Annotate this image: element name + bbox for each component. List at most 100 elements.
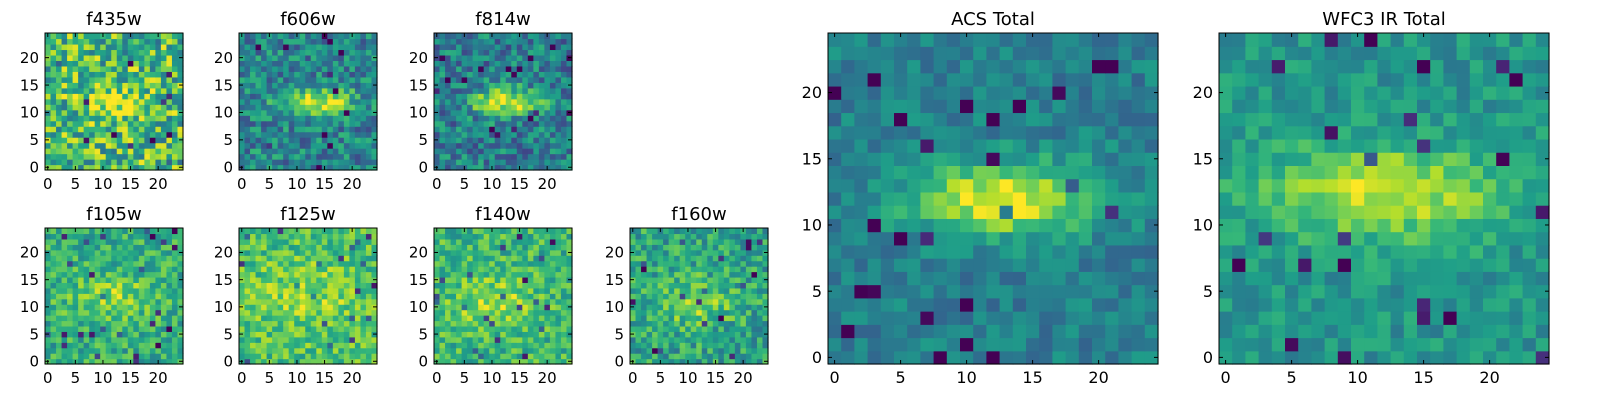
pixel-cell [544,293,551,300]
pixel-cell [729,304,736,311]
pixel-cell [283,249,290,256]
pixel-cell [960,244,974,259]
pixel-cell [516,331,523,338]
pixel-cell [45,142,52,149]
pixel-cell [516,309,523,316]
pixel-cell [729,309,736,316]
pixel-cell [478,38,485,45]
pixel-cell [255,276,262,283]
pixel-cell [266,98,273,105]
pixel-cell [434,142,441,149]
pixel-cell [1092,337,1106,352]
pixel-cell [89,353,96,360]
pixel-cell [527,60,534,67]
pixel-cell [149,76,156,83]
panel-title: f125w [280,204,335,225]
pixel-cell [127,137,134,144]
pixel-cell [338,109,345,116]
pixel-cell [83,342,90,349]
pixel-cell [160,49,168,56]
pixel-cell [149,115,156,122]
pixel-cell [127,76,134,83]
pixel-cell [467,49,474,56]
pixel-cell [538,60,545,67]
pixel-cell [338,82,345,89]
pixel-cell [100,336,107,343]
pixel-cell [461,331,468,338]
pixel-cell [160,342,168,349]
pixel-cell [1026,350,1040,365]
pixel-cell [122,131,129,138]
pixel-cell [144,228,151,235]
pixel-cell [89,115,96,122]
pixel-cell [511,60,518,67]
pixel-cell [494,87,501,94]
pixel-cell [288,38,295,45]
pixel-cell [133,260,140,267]
pixel-cell [729,266,736,273]
pixel-cell [489,76,496,83]
pixel-cell [111,153,118,160]
pixel-cell [516,148,523,155]
pixel-cell [538,358,545,365]
pixel-cell [122,298,129,305]
x-tick-label: 15 [121,369,140,387]
pixel-cell [533,33,540,40]
pixel-cell [467,325,474,332]
pixel-cell [61,287,68,294]
pixel-cell [461,43,468,51]
pixel-cell [155,159,162,166]
pixel-cell [78,43,85,51]
pixel-cell [696,353,703,360]
pixel-cell [61,282,68,289]
pixel-cell [72,93,79,100]
pixel-cell [685,233,692,240]
pixel-cell [450,255,457,262]
pixel-cell [266,65,273,72]
pixel-cell [450,71,457,78]
pixel-cell [371,65,378,72]
pixel-cell [67,244,74,251]
pixel-cell [527,65,534,72]
pixel-cell [555,93,562,100]
pixel-cell [305,109,312,116]
pixel-cell [283,304,290,311]
pixel-cell [250,255,257,262]
pixel-cell [111,347,118,354]
pixel-cell [299,159,306,166]
pixel-cell [327,137,334,144]
pixel-cell [177,60,184,67]
pixel-cell [244,87,251,94]
pixel-cell [244,65,251,72]
pixel-cell [50,228,57,235]
pixel-cell [105,120,112,127]
pixel-cell [1118,218,1133,233]
pixel-cell [127,126,134,133]
pixel-cell [549,120,557,127]
pixel-cell [244,98,251,105]
pixel-cell [494,309,501,316]
pixel-cell [155,148,162,155]
pixel-cell [365,115,373,122]
pixel-cell [854,324,869,339]
pixel-cell [762,238,769,245]
pixel-cell [500,131,507,138]
pixel-cell [288,60,295,67]
x-tick-label: 20 [734,369,753,387]
pixel-cell [533,142,540,149]
pixel-cell [316,148,323,155]
pixel-cell [365,336,373,343]
y-tick-label: 5 [418,325,428,343]
pixel-cell [122,228,129,235]
pixel-cell [83,255,90,262]
pixel-cell [321,244,328,251]
pixel-cell [360,159,367,166]
pixel-cell [434,126,441,133]
pixel-cell [56,33,63,40]
pixel-cell [78,71,85,78]
pixel-cell [94,233,101,240]
pixel-cell [94,104,101,111]
pixel-cell [986,324,1001,339]
pixel-cell [533,120,540,127]
pixel-cell [701,233,708,240]
